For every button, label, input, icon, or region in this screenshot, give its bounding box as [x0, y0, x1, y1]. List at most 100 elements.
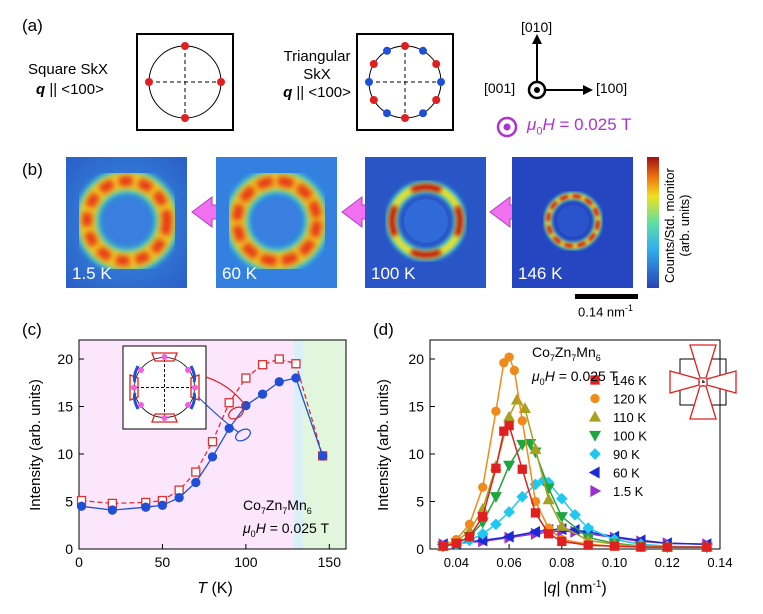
data-point: [516, 490, 529, 503]
field-direction-icon: [496, 116, 518, 138]
data-point: [609, 541, 620, 551]
x-tick-label: 0.14: [707, 555, 732, 570]
chart-d: 0.04 0.06 0.08 0.10 0.12 0.14 0 5 10 15 20 146 K 12…: [375, 339, 737, 597]
data-point: [702, 542, 712, 552]
tri-skx-spot: [383, 46, 391, 55]
tri-skx-spot: [369, 96, 378, 104]
tri-skx-spot: [432, 96, 441, 104]
tri-skx-spot: [419, 46, 427, 55]
data-point: [588, 410, 602, 422]
sans-map-146K: 146 K: [512, 157, 633, 288]
data-point: [489, 492, 502, 503]
data-point: [107, 505, 118, 515]
axes-diagram: [527, 34, 593, 100]
data-point: [491, 406, 501, 416]
data-point: [191, 477, 201, 488]
data-point: [530, 508, 541, 518]
y-tick-label: 10: [57, 446, 73, 462]
data-point: [589, 448, 601, 460]
data-point: [257, 360, 268, 370]
axis-001-label: [001]: [484, 80, 516, 96]
panel-b-label: (b): [22, 160, 43, 179]
data-point: [291, 359, 301, 369]
tri-skx-spot: [401, 42, 409, 50]
tri-skx-spot: [383, 109, 391, 118]
data-point: [317, 451, 328, 461]
data-point: [569, 508, 581, 521]
square-q-label: q || <100>: [36, 81, 104, 98]
y-tick-label: 0: [416, 541, 424, 557]
sans-map-1p5K: 1.5 K: [66, 157, 187, 288]
tri-skx-spot: [401, 114, 409, 122]
x-tick-label: 0.10: [602, 555, 627, 570]
map-image-3: [365, 157, 486, 288]
y-tick-label: 10: [408, 446, 424, 462]
data-point: [438, 541, 448, 551]
tri-skx-spot: [437, 78, 445, 86]
scale-bar-label: 0.14 nm-1: [578, 303, 633, 320]
data-point: [464, 531, 475, 542]
tri-skx-spot: [432, 60, 441, 68]
data-point: [491, 463, 501, 473]
panel-c-label: (c): [22, 320, 42, 339]
tri-skx-spot: [365, 78, 373, 86]
data-point: [141, 502, 151, 512]
tri-skx-spot: [369, 60, 378, 68]
data-point: [157, 500, 168, 510]
data-point: [590, 375, 600, 385]
chart-d-legend-field: μ0H = 0.025 T: [532, 368, 618, 387]
x-tick-label: 0.04: [444, 555, 469, 570]
chart-d-xlabel: |q| (nm-1): [543, 579, 606, 597]
data-point: [274, 354, 284, 364]
chart-d-inset: [669, 344, 737, 420]
square-skx-title: Square SkX: [28, 61, 109, 78]
legend-label: 100 K: [613, 429, 647, 444]
tri-skx-diagram: [356, 33, 454, 131]
map-temp-label: 60 K: [222, 264, 257, 283]
colorbar: [647, 157, 659, 288]
data-point: [555, 519, 568, 531]
map-temp-label: 100 K: [371, 264, 416, 283]
map-image-1: [66, 157, 187, 288]
y-tick-label: 15: [57, 399, 73, 415]
data-point: [516, 439, 529, 451]
data-point: [529, 525, 541, 538]
chart-c-legend-compound: Co7Zn7Mn6: [243, 497, 312, 516]
data-point: [555, 512, 568, 523]
map-temp-label: 146 K: [518, 264, 563, 283]
data-point: [207, 437, 218, 447]
data-point: [510, 393, 524, 405]
data-point: [583, 540, 593, 550]
chart-c-xlabel: T (K): [197, 580, 233, 597]
data-point: [490, 518, 502, 531]
scale-bar: [575, 294, 638, 299]
x-tick-label: 0: [75, 554, 83, 570]
data-point: [476, 527, 489, 540]
data-point: [207, 452, 218, 462]
x-tick-label: 0.12: [655, 555, 680, 570]
tri-skx-title: Triangular SkX q || <100>: [283, 48, 351, 101]
chart-c-legend-field: μ0H = 0.025 T: [243, 520, 329, 539]
colorbar-label: Counts/Std. monitor (arb. units): [662, 168, 692, 283]
series-line: [443, 424, 707, 548]
x-tick-label: 0.06: [496, 555, 521, 570]
data-point: [478, 482, 488, 492]
data-point: [257, 389, 268, 399]
data-point: [224, 398, 234, 408]
data-point: [174, 493, 184, 503]
map-image-4: [512, 157, 633, 288]
data-point: [499, 358, 509, 368]
chart-c: 0 50 100 150 0 5 10 15 20 Intensity (arb. units)…: [27, 339, 347, 597]
data-point: [274, 377, 284, 387]
chart-c-ylabel: Intensity (arb. units): [27, 379, 44, 511]
data-point: [588, 466, 600, 479]
data-point: [524, 438, 537, 450]
data-point: [503, 460, 516, 472]
data-point: [590, 484, 602, 498]
data-point: [478, 512, 488, 522]
legend-label: 1.5 K: [613, 484, 644, 499]
data-point: [518, 402, 531, 414]
data-point: [509, 365, 520, 376]
tri-skx-spot: [419, 109, 427, 118]
legend-label: 90 K: [613, 447, 640, 462]
